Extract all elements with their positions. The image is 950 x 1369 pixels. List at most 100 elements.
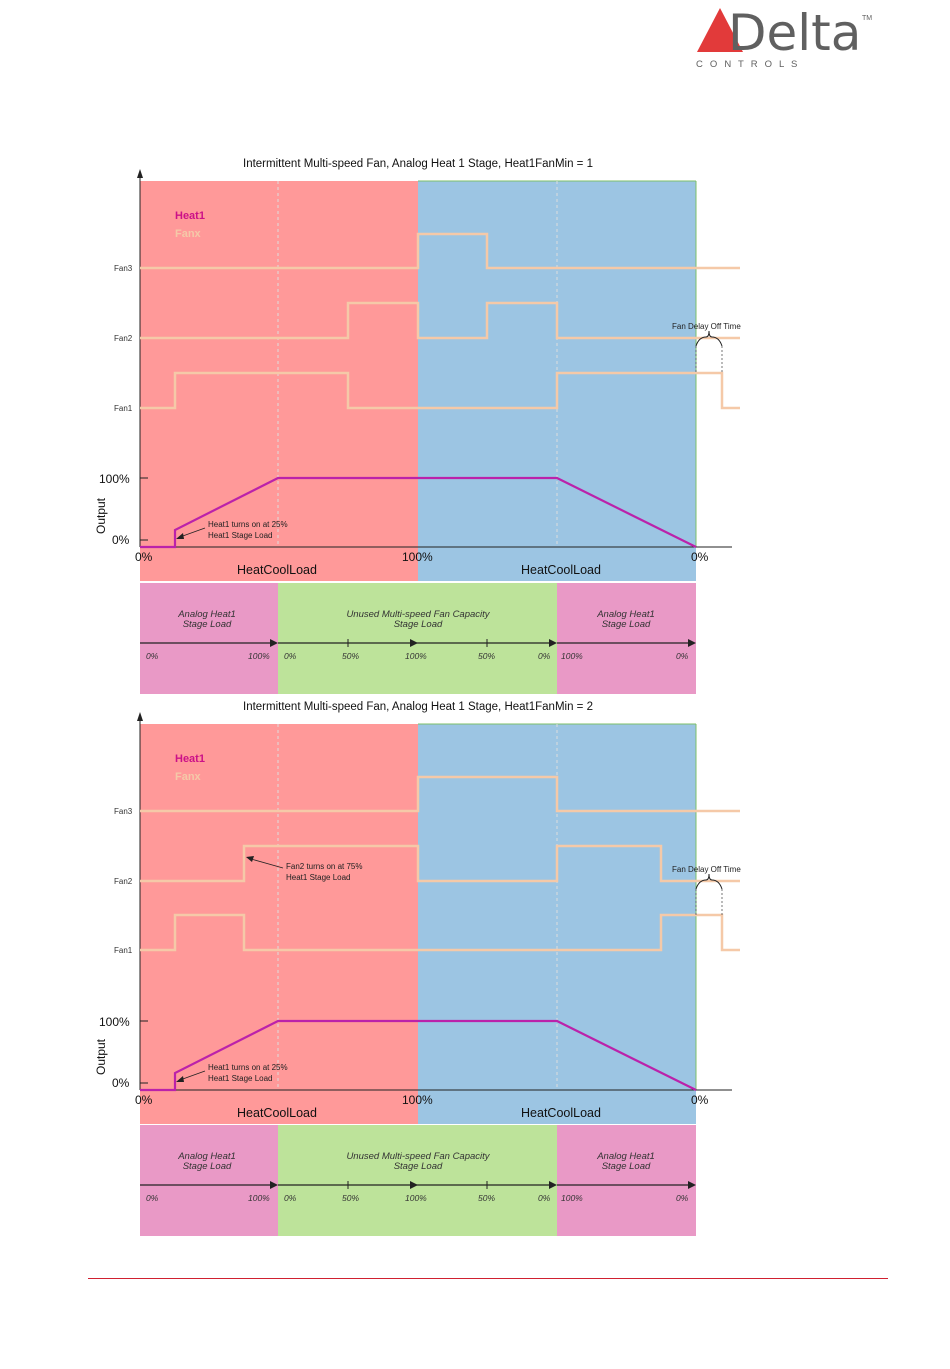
stage-arrow-head-icon (688, 639, 696, 647)
diagram-1: Intermittent Multi-speed Fan, Analog Hea… (94, 158, 741, 694)
y-tick-label: 100% (99, 472, 130, 486)
y-axis-arrow-icon (137, 169, 143, 178)
y-axis-arrow-icon (137, 712, 143, 721)
x-tick-label: 0% (135, 550, 153, 564)
legend-heat: Heat1 (175, 753, 205, 765)
y-axis-label: Output (94, 497, 108, 534)
delta-controls-logo: Delta TM C O N T R O L S (696, 4, 872, 70)
diagram-2: Intermittent Multi-speed Fan, Analog Hea… (94, 701, 741, 1236)
y-tick-label: 0% (112, 1076, 130, 1090)
stage-box-unused (278, 1125, 557, 1236)
annotation-pointer (179, 527, 206, 538)
stage-tick-label: 0% (676, 651, 689, 661)
diagram-title: Intermittent Multi-speed Fan, Analog Hea… (243, 701, 593, 713)
stage-tick-label: 0% (284, 1193, 297, 1203)
stage-tick-label: 100% (405, 651, 427, 661)
annotation-pointer (250, 858, 284, 869)
annotation-arrow-icon (176, 1076, 184, 1082)
stage-tick-label: 0% (146, 651, 159, 661)
fan-label: Fan1 (114, 946, 133, 955)
annotation-fan: Heat1 Stage Load (286, 873, 351, 882)
diagram-2-group: Intermittent Multi-speed Fan, Analog Hea… (94, 701, 741, 1236)
x-tick-label: 100% (402, 1093, 433, 1107)
fan3-trace (140, 775, 740, 813)
y-tick-label: 100% (99, 1015, 130, 1029)
stage-box-heat (140, 1125, 278, 1236)
stage-arrow-head-icon (410, 1181, 418, 1189)
fan-label: Fan3 (114, 807, 133, 816)
logo-word: Delta (728, 4, 861, 62)
heat-zone (140, 724, 418, 1124)
stage-box-label: Stage Load (602, 619, 651, 630)
stage-arrow-head-icon (270, 1181, 278, 1189)
stage-box-label: Analog Heat1 (177, 1151, 236, 1162)
annotation-fan: Fan2 turns on at 75% (286, 862, 363, 871)
stage-tick-label: 100% (405, 1193, 427, 1203)
fan-delay-label: Fan Delay Off Time (672, 865, 741, 874)
x-tick-label: 0% (691, 1093, 709, 1107)
diagram-title: Intermittent Multi-speed Fan, Analog Hea… (243, 158, 593, 170)
stage-arrow-head-icon (688, 1181, 696, 1189)
annotation-heat: Heat1 turns on at 25% (208, 1063, 288, 1072)
fan-delay-brace-icon (695, 873, 723, 890)
x-tick-label: 0% (135, 1093, 153, 1107)
annotation-pointer (179, 1070, 206, 1081)
x-tick-label: 100% (402, 550, 433, 564)
x-axis-label: HeatCoolLoad (521, 1106, 601, 1120)
fan-delay-label: Fan Delay Off Time (672, 322, 741, 331)
x-tick-label: 0% (691, 550, 709, 564)
stage-box-label: Analog Heat1 (596, 609, 655, 620)
stage-box-heat (140, 583, 278, 694)
annotation-heat: Heat1 Stage Load (208, 1074, 273, 1083)
x-axis-label: HeatCoolLoad (237, 1106, 317, 1120)
fan1-trace (140, 913, 740, 952)
legend-fan: Fanx (175, 771, 202, 783)
logo-triangle-icon (697, 8, 743, 52)
stage-tick-label: 50% (342, 651, 359, 661)
y-tick-label: 0% (112, 533, 130, 547)
legend-fan: Fanx (175, 228, 202, 240)
stage-tick-label: 0% (146, 1193, 159, 1203)
stage-box-unused (278, 583, 557, 694)
stage-box-label: Stage Load (602, 1161, 651, 1172)
fan1-trace (140, 371, 740, 410)
stage-box-heat (557, 583, 696, 694)
stage-arrow-head-icon (549, 639, 557, 647)
fan-delay-brace-icon (695, 330, 723, 347)
stage-box-label: Stage Load (394, 619, 443, 630)
footer-rule (88, 1278, 888, 1279)
heat-zone (140, 181, 418, 581)
y-axis-label: Output (94, 1038, 108, 1075)
stage-tick-label: 100% (248, 651, 270, 661)
x-axis-label: HeatCoolLoad (237, 563, 317, 577)
stage-box-label: Unused Multi-speed Fan Capacity (346, 609, 490, 620)
stage-box-label: Stage Load (183, 1161, 232, 1172)
annotation-heat: Heat1 Stage Load (208, 531, 273, 540)
annotation-heat: Heat1 turns on at 25% (208, 520, 288, 529)
fan-label: Fan2 (114, 877, 133, 886)
heat1-trace (140, 1019, 697, 1092)
stage-tick-label: 100% (561, 651, 583, 661)
stage-tick-label: 0% (538, 651, 551, 661)
stage-tick-label: 0% (284, 651, 297, 661)
stage-arrow-head-icon (549, 1181, 557, 1189)
stage-box-label: Analog Heat1 (177, 609, 236, 620)
fan-label: Fan3 (114, 264, 133, 273)
stage-box-label: Analog Heat1 (596, 1151, 655, 1162)
fan3-trace (140, 232, 740, 270)
stage-box-label: Stage Load (183, 619, 232, 630)
stage-arrow-head-icon (270, 639, 278, 647)
stage-tick-label: 50% (342, 1193, 359, 1203)
stage-box-heat (557, 1125, 696, 1236)
annotation-arrow-icon (246, 856, 254, 862)
legend-heat: Heat1 (175, 210, 205, 222)
stage-arrow-head-icon (410, 639, 418, 647)
fan2-trace (140, 844, 740, 883)
x-axis-label: HeatCoolLoad (521, 563, 601, 577)
heat1-trace (140, 476, 697, 549)
fan2-trace (140, 301, 740, 340)
stage-tick-label: 100% (248, 1193, 270, 1203)
stage-tick-label: 0% (538, 1193, 551, 1203)
stage-tick-label: 0% (676, 1193, 689, 1203)
logo-tm: TM (862, 15, 872, 22)
